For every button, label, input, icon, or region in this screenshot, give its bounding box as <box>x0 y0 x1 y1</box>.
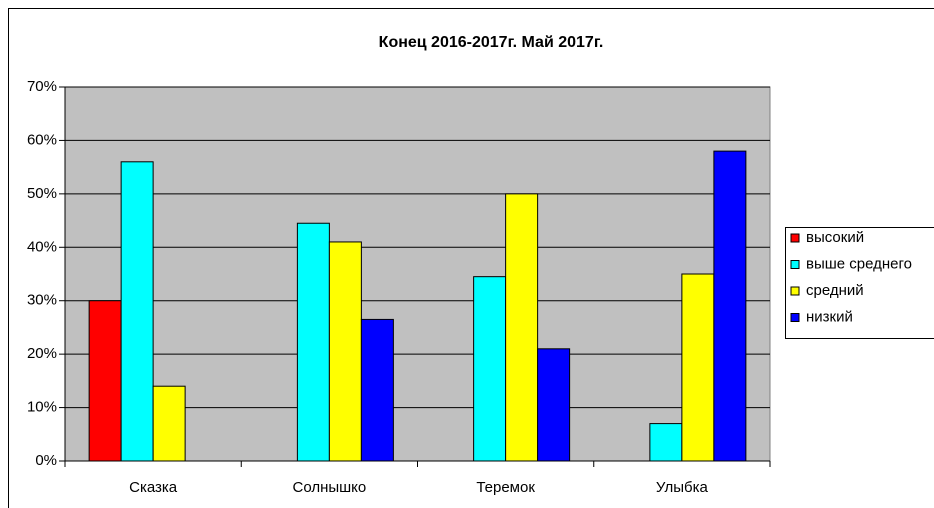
bar <box>713 150 747 462</box>
y-tick-label: 40% <box>27 238 57 255</box>
x-tick-label: Сказка <box>129 479 178 496</box>
y-tick-label: 0% <box>35 452 57 469</box>
legend-box <box>785 227 934 339</box>
bar <box>537 348 571 462</box>
bar <box>360 318 394 462</box>
legend-label: низкий <box>806 308 853 325</box>
y-tick-label: 60% <box>27 131 57 148</box>
legend-label: высокий <box>806 229 864 246</box>
bar <box>152 385 186 462</box>
y-tick-label: 20% <box>27 345 57 362</box>
legend-swatch <box>790 233 800 243</box>
chart-title: Конец 2016-2017г. Май 2017г. <box>379 34 604 51</box>
bar <box>296 222 330 462</box>
bar <box>681 273 715 462</box>
x-tick-label: Теремок <box>476 479 535 496</box>
y-tick-label: 30% <box>27 292 57 309</box>
y-tick-label: 70% <box>27 78 57 95</box>
legend-swatch <box>790 313 800 322</box>
bar <box>328 241 362 462</box>
legend-swatch <box>790 286 800 296</box>
bar <box>505 193 539 462</box>
legend-swatch <box>790 260 800 269</box>
y-tick-label: 10% <box>27 399 57 416</box>
x-tick-label: Солнышко <box>292 479 366 496</box>
bar <box>473 276 507 462</box>
legend-label: выше среднего <box>806 255 912 272</box>
bar <box>120 161 154 462</box>
x-tick-label: Улыбка <box>656 479 709 496</box>
y-tick-label: 50% <box>27 185 57 202</box>
bar <box>649 423 683 462</box>
bar <box>88 300 122 462</box>
legend-label: средний <box>806 282 864 299</box>
